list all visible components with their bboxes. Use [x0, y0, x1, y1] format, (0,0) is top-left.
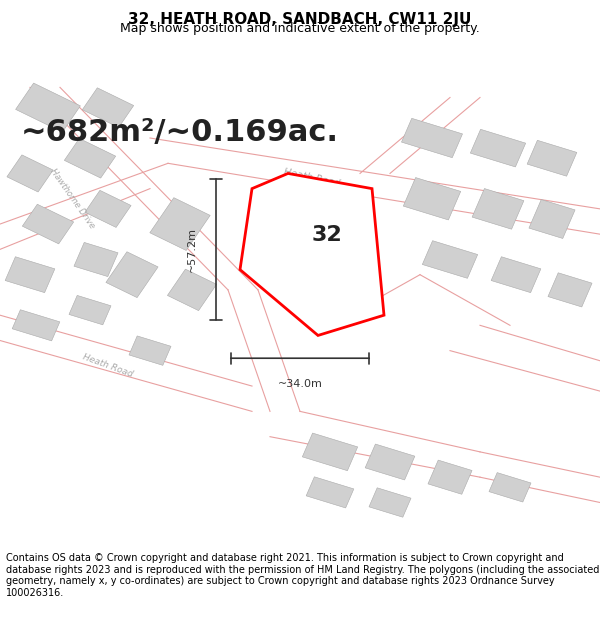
Polygon shape [74, 242, 118, 277]
Polygon shape [64, 138, 116, 178]
Text: Heath Road: Heath Road [283, 168, 341, 189]
Polygon shape [491, 257, 541, 292]
Polygon shape [16, 83, 80, 132]
Polygon shape [129, 336, 171, 366]
Polygon shape [548, 272, 592, 307]
Text: ~57.2m: ~57.2m [187, 227, 197, 272]
Polygon shape [428, 460, 472, 494]
Polygon shape [306, 477, 354, 508]
Text: ~34.0m: ~34.0m [278, 379, 322, 389]
Polygon shape [82, 88, 134, 128]
Polygon shape [422, 241, 478, 278]
Polygon shape [302, 433, 358, 471]
Polygon shape [240, 173, 384, 336]
Polygon shape [12, 310, 60, 341]
Polygon shape [167, 269, 217, 311]
Polygon shape [527, 140, 577, 176]
Text: Map shows position and indicative extent of the property.: Map shows position and indicative extent… [120, 22, 480, 35]
Polygon shape [369, 488, 411, 518]
Polygon shape [7, 155, 53, 192]
Polygon shape [401, 118, 463, 158]
Polygon shape [470, 129, 526, 167]
Polygon shape [5, 257, 55, 292]
Polygon shape [529, 199, 575, 239]
Text: ~682m²/~0.169ac.: ~682m²/~0.169ac. [21, 119, 339, 148]
Text: Heath Road: Heath Road [82, 352, 134, 379]
Polygon shape [365, 444, 415, 480]
Polygon shape [403, 177, 461, 220]
Polygon shape [85, 191, 131, 228]
Text: 32: 32 [311, 225, 343, 245]
Polygon shape [69, 296, 111, 325]
Polygon shape [489, 472, 531, 502]
Text: Hawthorne Drive: Hawthorne Drive [48, 167, 96, 231]
Polygon shape [472, 189, 524, 229]
Polygon shape [150, 198, 210, 251]
Polygon shape [22, 204, 74, 244]
Text: 32, HEATH ROAD, SANDBACH, CW11 2JU: 32, HEATH ROAD, SANDBACH, CW11 2JU [128, 12, 472, 27]
Text: Contains OS data © Crown copyright and database right 2021. This information is : Contains OS data © Crown copyright and d… [6, 553, 599, 598]
Polygon shape [106, 252, 158, 298]
